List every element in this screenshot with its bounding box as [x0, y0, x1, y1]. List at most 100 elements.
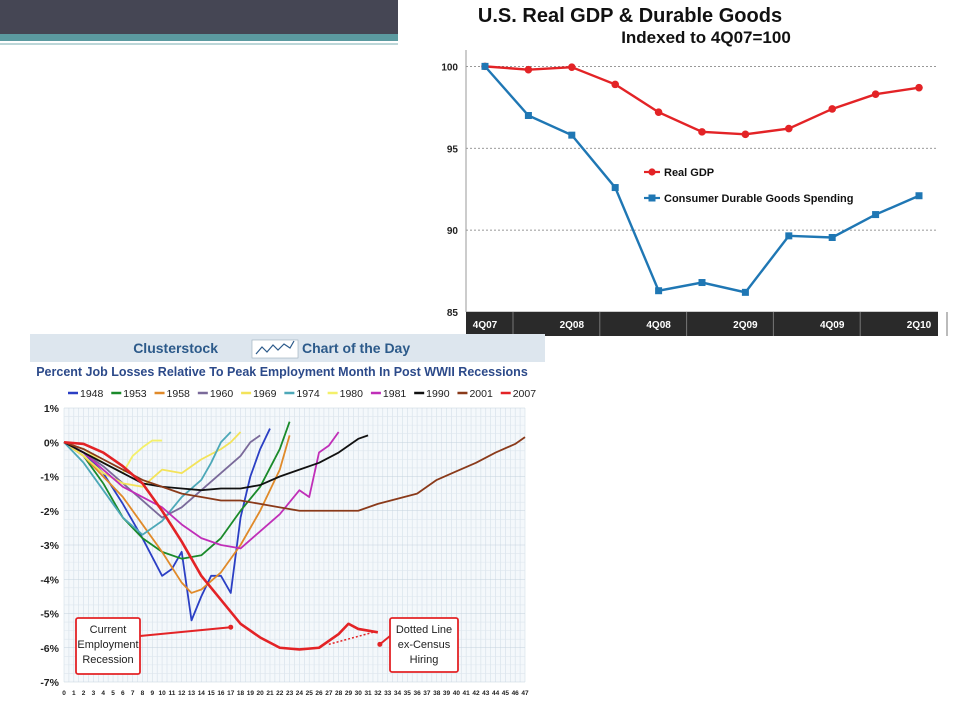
jobs-chart-title: Percent Job Losses Relative To Peak Empl… — [36, 365, 528, 379]
jobs-legend-label: 1974 — [296, 388, 320, 400]
jobs-x-tick-label: 19 — [247, 690, 255, 697]
gdp-legend-marker — [648, 194, 656, 202]
jobs-annotation-arrowhead — [377, 641, 383, 647]
gdp-series-point-0 — [741, 130, 750, 139]
jobs-x-tick-label: 24 — [296, 690, 304, 697]
jobs-y-tick-label: -7% — [40, 677, 59, 689]
jobs-annotation-text: Recession — [82, 654, 133, 666]
gdp-series-point-1 — [655, 287, 663, 295]
jobs-x-tick-label: 40 — [453, 690, 461, 697]
jobs-y-tick-label: 0% — [44, 437, 60, 449]
jobs-x-tick-label: 5 — [111, 690, 115, 697]
gdp-x-tick-label: 2Q09 — [733, 320, 758, 331]
jobs-x-tick-label: 32 — [374, 690, 382, 697]
mini-chart-icon — [251, 339, 299, 359]
gdp-y-tick-label: 95 — [447, 144, 459, 155]
jobs-x-tick-label: 47 — [521, 690, 529, 697]
jobs-x-tick-label: 35 — [404, 690, 412, 697]
gdp-series-point-0 — [785, 124, 793, 133]
jobs-x-tick-label: 20 — [257, 690, 265, 697]
jobs-legend-label: 1953 — [123, 388, 147, 400]
jobs-annotation-text: Dotted Line — [396, 624, 452, 636]
jobs-legend-label: 1990 — [426, 388, 450, 400]
jobs-x-tick-label: 8 — [141, 690, 145, 697]
jobs-series-line-1981 — [63, 431, 340, 550]
jobs-x-tick-label: 42 — [472, 690, 480, 697]
gdp-y-tick-label: 90 — [447, 226, 459, 237]
gdp-grid — [466, 65, 938, 231]
jobs-x-tick-label: 37 — [423, 690, 431, 697]
jobs-x-tick-label: 15 — [208, 690, 216, 697]
gdp-series-point-0 — [698, 128, 706, 136]
jobs-x-tick-label: 10 — [158, 690, 166, 697]
jobs-series-line-1960 — [63, 434, 261, 519]
jobs-x-tick-label: 46 — [512, 690, 520, 697]
gdp-x-tick-label: 2Q08 — [560, 320, 585, 331]
gdp-lines — [481, 62, 923, 296]
jobs-x-tick-label: 43 — [482, 690, 490, 697]
jobs-x-tick-label: 0 — [62, 690, 66, 697]
jobs-x-tick-label: 30 — [355, 690, 363, 697]
jobs-y-tick-label: -6% — [40, 643, 59, 655]
jobs-series-line-1990 — [63, 434, 369, 492]
jobs-x-tick-label: 2 — [82, 690, 86, 697]
gdp-axis: 85 90 95 100 4Q07 2Q08 4Q08 2Q09 4Q09 2Q10 — [441, 50, 948, 336]
jobs-annotation-text: ex-Census — [398, 639, 451, 651]
jobs-x-tick-label: 25 — [306, 690, 314, 697]
jobs-x-tick-label: 12 — [178, 690, 186, 697]
gdp-x-tick-label: 4Q07 — [473, 320, 498, 331]
gdp-y-tick-label: 85 — [447, 308, 459, 319]
jobs-legend-label: 1958 — [167, 388, 191, 400]
jobs-x-tick-label: 28 — [335, 690, 343, 697]
slide-banner-accent — [0, 34, 432, 41]
jobs-x-tick-label: 33 — [384, 690, 392, 697]
jobs-series-line-2007 — [63, 440, 379, 651]
gdp-series-point-1 — [524, 112, 532, 119]
jobs-x-tick-label: 11 — [168, 690, 175, 697]
jobs-series-line-1948 — [63, 428, 271, 622]
jobs-legend-label: 2001 — [469, 388, 493, 400]
jobs-x-tick-label: 4 — [101, 690, 105, 697]
gdp-series-point-1 — [698, 279, 706, 287]
jobs-x-tick-label: 6 — [121, 690, 125, 697]
jobs-x-tick-label: 3 — [92, 690, 96, 697]
jobs-x-tick-label: 38 — [433, 690, 441, 697]
jobs-y-tick-label: -5% — [40, 609, 59, 621]
jobs-x-tick-label: 23 — [286, 690, 294, 697]
jobs-x-tick-label: 26 — [315, 690, 323, 697]
jobs-x-tick-label: 45 — [502, 690, 510, 697]
jobs-legend-label: 1960 — [210, 388, 234, 400]
jobs-annotation-text: Current — [90, 624, 127, 636]
gdp-series-point-0 — [871, 90, 880, 99]
jobs-x-tick-label: 17 — [227, 690, 235, 697]
jobs-legend: 1948 1953 1958 1960 1969 1974 1980 1981 1990 2001… — [68, 388, 536, 400]
jobs-x-tick-label: 14 — [198, 690, 206, 697]
jobs-x-tick-label: 9 — [150, 690, 154, 697]
gdp-series-point-1 — [915, 192, 923, 200]
jobs-annotation-box — [389, 617, 459, 673]
jobs-x-tick-label: 21 — [266, 690, 274, 697]
job-losses-chart: Clusterstock Chart of the Day Percent Jo… — [30, 334, 545, 697]
jobs-x-tick-label: 22 — [276, 690, 284, 697]
jobs-x-tick-label: 18 — [237, 690, 245, 697]
jobs-series-line-1953 — [63, 421, 291, 560]
gdp-series-point-1 — [828, 233, 836, 241]
jobs-lines — [63, 421, 526, 651]
jobs-annotation-arrow — [139, 626, 231, 637]
gdp-series-point-0 — [915, 83, 923, 92]
gdp-x-tick-label: 2Q10 — [907, 320, 932, 331]
jobs-x-tick-label: 7 — [131, 690, 135, 697]
gdp-series-point-1 — [785, 232, 793, 240]
gdp-x-tick-label: 4Q08 — [646, 320, 671, 331]
jobs-x-tick-label: 13 — [188, 690, 196, 697]
gdp-series-point-1 — [611, 184, 619, 192]
gdp-series-point-1 — [741, 288, 749, 296]
jobs-x-tick-label: 16 — [217, 690, 225, 697]
gdp-series-point-0 — [828, 105, 836, 113]
jobs-annotation-text: Employment — [77, 639, 138, 651]
jobs-y-tick-label: -4% — [40, 574, 59, 586]
jobs-y-tick-label: -3% — [40, 540, 59, 552]
slide-banner — [0, 0, 432, 34]
jobs-series-line-1974 — [63, 431, 232, 536]
jobs-annotation-text: Hiring — [410, 654, 439, 666]
